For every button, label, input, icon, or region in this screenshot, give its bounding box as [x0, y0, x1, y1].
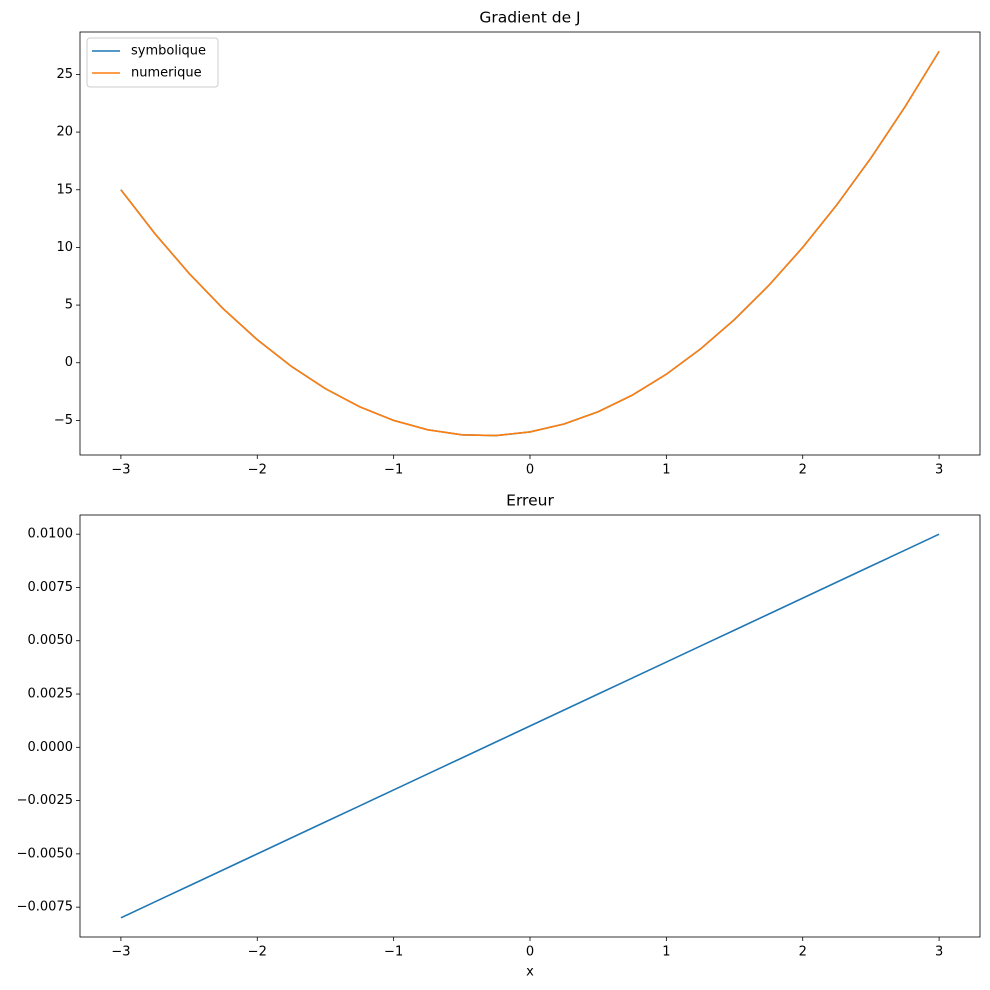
- plot-frame: [79, 514, 981, 938]
- y-tick-label: 0.0075: [28, 580, 74, 595]
- y-tick-label: −0.0075: [17, 900, 73, 915]
- x-axis-label: x: [526, 965, 534, 980]
- x-tick-label: −2: [248, 463, 267, 478]
- x-tick-label: −2: [248, 945, 267, 960]
- y-tick-label: −0.0050: [17, 846, 73, 861]
- line-series: [120, 50, 940, 437]
- x-tick-label: 1: [662, 945, 670, 960]
- y-tick-label: 25: [56, 67, 73, 82]
- line-series: [120, 50, 940, 437]
- x-tick-label: 2: [799, 463, 807, 478]
- x-tick-label: 0: [526, 463, 534, 478]
- y-tick-label: 10: [56, 240, 73, 255]
- chart-title: Gradient de J: [479, 9, 580, 27]
- legend-label: numerique: [131, 66, 202, 81]
- y-tick-label: 0.0025: [28, 687, 74, 702]
- x-tick-label: 1: [662, 463, 670, 478]
- line-series: [120, 533, 940, 919]
- x-tick-label: −3: [111, 463, 130, 478]
- y-tick-label: 20: [56, 125, 73, 140]
- y-tick-label: −0.0025: [17, 793, 73, 808]
- y-tick-label: 0.0000: [28, 740, 74, 755]
- y-tick-label: −5: [54, 413, 73, 428]
- y-tick-label: 15: [56, 182, 73, 197]
- y-tick-label: 0.0050: [28, 633, 74, 648]
- chart-title: Erreur: [506, 492, 554, 510]
- legend: symbolique numerique: [86, 37, 219, 88]
- x-tick-label: 3: [935, 463, 943, 478]
- x-tick-label: −3: [111, 945, 130, 960]
- x-tick-label: 3: [935, 945, 943, 960]
- x-tick-label: −1: [384, 945, 403, 960]
- plot-frame: [79, 31, 981, 456]
- x-tick-label: 2: [799, 945, 807, 960]
- y-tick-label: 0.0100: [28, 527, 74, 542]
- x-tick-label: −1: [384, 463, 403, 478]
- x-tick-label: 0: [526, 945, 534, 960]
- y-tick-label: 5: [65, 298, 73, 313]
- legend-label: symbolique: [131, 44, 206, 59]
- y-tick-label: 0: [65, 355, 73, 370]
